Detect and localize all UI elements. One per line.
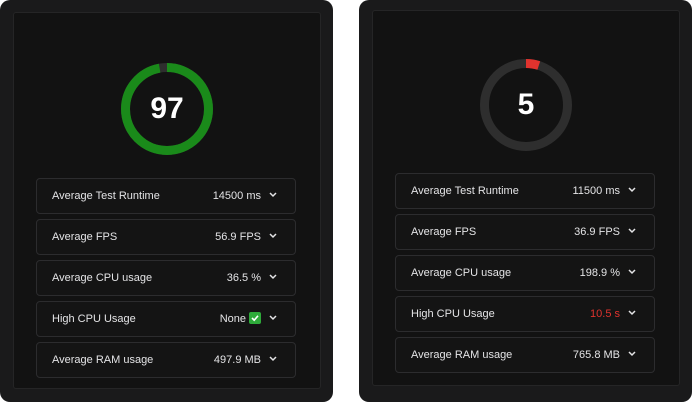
metric-value: 198.9 % <box>579 267 620 279</box>
chevron-down-icon[interactable] <box>628 215 638 249</box>
score-value: 5 <box>517 88 535 121</box>
metric-value: None <box>219 313 246 325</box>
metric-label: Average FPS <box>52 231 118 243</box>
metric-label: Average FPS <box>411 226 477 238</box>
metric-value: 36.9 FPS <box>574 226 620 238</box>
metric-row-cpu-usage[interactable]: Average CPU usage 198.9 % <box>395 255 655 291</box>
results-panel-right: 5 Average Test Runtime 11500 ms Average … <box>359 0 692 402</box>
score-gauge: 97 <box>119 61 215 157</box>
metric-row-cpu-usage[interactable]: Average CPU usage 36.5 % <box>36 260 296 296</box>
chevron-down-icon[interactable] <box>269 343 279 377</box>
metric-row-ram-usage[interactable]: Average RAM usage 497.9 MB <box>36 342 296 378</box>
metric-value: 56.9 FPS <box>215 231 261 243</box>
metric-value-wrap: None <box>220 302 261 336</box>
metric-row-high-cpu[interactable]: High CPU Usage 10.5 s <box>395 296 655 332</box>
metric-row-test-runtime[interactable]: Average Test Runtime 11500 ms <box>395 173 655 209</box>
metric-value: 11500 ms <box>572 185 621 197</box>
chevron-down-icon[interactable] <box>628 256 638 290</box>
gauge-progress-arc <box>480 59 572 151</box>
score-value: 97 <box>150 92 184 125</box>
chevron-down-icon[interactable] <box>269 220 279 254</box>
chevron-down-icon[interactable] <box>628 297 638 331</box>
metric-value: 765.8 MB <box>572 349 620 361</box>
score-gauge: 5 <box>478 57 574 153</box>
metric-row-high-cpu[interactable]: High CPU Usage None <box>36 301 296 337</box>
metric-value: 36.5 % <box>226 272 261 284</box>
metric-value-alert: 10.5 s <box>590 308 620 320</box>
metric-row-ram-usage[interactable]: Average RAM usage 765.8 MB <box>395 337 655 373</box>
results-card: 5 Average Test Runtime 11500 ms Average … <box>372 10 680 386</box>
chevron-down-icon[interactable] <box>628 174 638 208</box>
results-panel-left: 97 Average Test Runtime 14500 ms Average… <box>0 0 333 402</box>
metric-label: Average RAM usage <box>411 349 513 361</box>
metric-label: High CPU Usage <box>411 308 495 320</box>
chevron-down-icon[interactable] <box>269 261 279 295</box>
metric-value: 14500 ms <box>212 190 261 202</box>
results-card: 97 Average Test Runtime 14500 ms Average… <box>13 12 321 389</box>
metric-label: Average CPU usage <box>52 272 153 284</box>
metric-row-fps[interactable]: Average FPS 56.9 FPS <box>36 219 296 255</box>
metric-row-fps[interactable]: Average FPS 36.9 FPS <box>395 214 655 250</box>
chevron-down-icon[interactable] <box>628 338 638 372</box>
metric-value: 497.9 MB <box>213 354 261 366</box>
gauge-progress-arc <box>121 63 213 155</box>
chevron-down-icon[interactable] <box>269 302 279 336</box>
chevron-down-icon[interactable] <box>269 179 279 213</box>
metric-label: Average CPU usage <box>411 267 512 279</box>
metric-label: High CPU Usage <box>52 313 136 325</box>
metric-row-test-runtime[interactable]: Average Test Runtime 14500 ms <box>36 178 296 214</box>
metric-label: Average RAM usage <box>52 354 154 366</box>
check-icon <box>249 312 261 324</box>
metric-label: Average Test Runtime <box>411 185 519 197</box>
metric-label: Average Test Runtime <box>52 190 160 202</box>
